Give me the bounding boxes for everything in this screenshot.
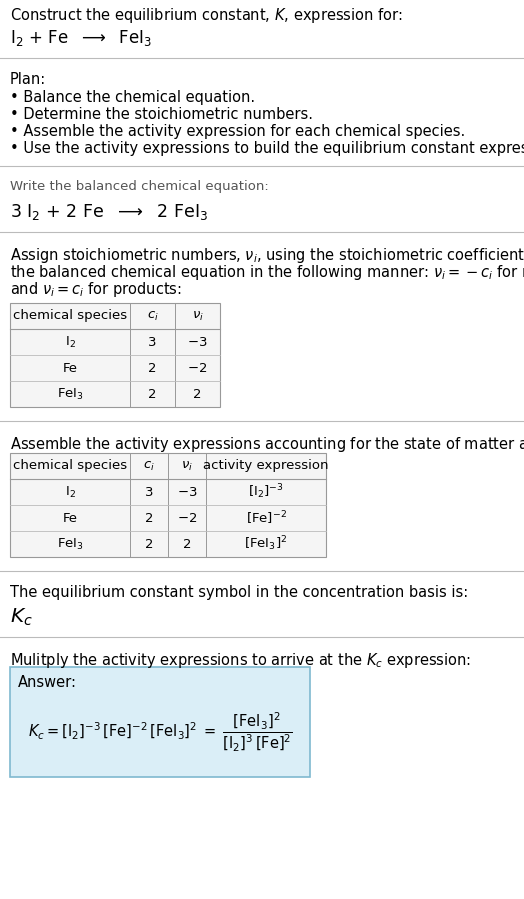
Text: $-2$: $-2$: [177, 512, 197, 524]
Text: $\mathrm{FeI_3}$: $\mathrm{FeI_3}$: [57, 537, 83, 552]
Text: Fe: Fe: [62, 512, 78, 524]
Bar: [10, 453, 326, 557]
Text: Assemble the activity expressions accounting for the state of matter and $\nu_i$: Assemble the activity expressions accoun…: [10, 435, 524, 454]
Text: 2: 2: [183, 538, 191, 550]
Text: Write the balanced chemical equation:: Write the balanced chemical equation:: [10, 180, 269, 193]
Text: Mulitply the activity expressions to arrive at the $K_c$ expression:: Mulitply the activity expressions to arr…: [10, 651, 471, 670]
Text: 2: 2: [145, 512, 153, 524]
Text: Construct the equilibrium constant, $K$, expression for:: Construct the equilibrium constant, $K$,…: [10, 6, 402, 25]
Text: Fe: Fe: [62, 361, 78, 375]
Text: $K_c = [\mathrm{I_2}]^{-3}\,[\mathrm{Fe}]^{-2}\,[\mathrm{FeI_3}]^{2}\;=\;\dfrac{: $K_c = [\mathrm{I_2}]^{-3}\,[\mathrm{Fe}…: [28, 710, 292, 753]
Text: and $\nu_i = c_i$ for products:: and $\nu_i = c_i$ for products:: [10, 280, 182, 299]
Text: $c_i$: $c_i$: [147, 309, 158, 323]
Text: 3 $\mathrm{I_2}$ + 2 Fe  $\longrightarrow$  2 $\mathrm{FeI_3}$: 3 $\mathrm{I_2}$ + 2 Fe $\longrightarrow…: [10, 202, 208, 222]
Text: $\nu_i$: $\nu_i$: [192, 309, 203, 323]
Text: $K_c$: $K_c$: [10, 607, 33, 628]
Text: • Assemble the activity expression for each chemical species.: • Assemble the activity expression for e…: [10, 124, 465, 139]
Text: $\nu_i$: $\nu_i$: [181, 459, 193, 473]
Text: 2: 2: [148, 361, 157, 375]
Text: $c_i$: $c_i$: [143, 459, 155, 473]
Text: $\mathrm{I_2}$ + Fe  $\longrightarrow$  $\mathrm{FeI_3}$: $\mathrm{I_2}$ + Fe $\longrightarrow$ $\…: [10, 28, 152, 48]
Text: • Determine the stoichiometric numbers.: • Determine the stoichiometric numbers.: [10, 107, 313, 122]
Text: $-2$: $-2$: [188, 361, 208, 375]
Text: $\mathrm{I_2}$: $\mathrm{I_2}$: [64, 485, 75, 500]
Text: Answer:: Answer:: [18, 675, 77, 690]
Text: 2: 2: [193, 387, 202, 400]
Text: • Balance the chemical equation.: • Balance the chemical equation.: [10, 90, 255, 105]
Text: $-3$: $-3$: [187, 335, 208, 349]
Text: $[\mathrm{FeI_3}]^{2}$: $[\mathrm{FeI_3}]^{2}$: [244, 535, 288, 554]
Text: • Use the activity expressions to build the equilibrium constant expression.: • Use the activity expressions to build …: [10, 141, 524, 156]
Text: activity expression: activity expression: [203, 459, 329, 473]
Text: 2: 2: [148, 387, 157, 400]
Text: $\mathrm{FeI_3}$: $\mathrm{FeI_3}$: [57, 387, 83, 402]
Bar: [10, 303, 220, 407]
Text: chemical species: chemical species: [13, 309, 127, 323]
Text: 3: 3: [148, 335, 157, 349]
Text: 3: 3: [145, 485, 153, 499]
Text: $-3$: $-3$: [177, 485, 197, 499]
Text: The equilibrium constant symbol in the concentration basis is:: The equilibrium constant symbol in the c…: [10, 585, 468, 600]
Text: Plan:: Plan:: [10, 72, 46, 87]
Text: the balanced chemical equation in the following manner: $\nu_i = -c_i$ for react: the balanced chemical equation in the fo…: [10, 263, 524, 282]
Text: $\mathrm{I_2}$: $\mathrm{I_2}$: [64, 334, 75, 350]
Text: $[\mathrm{I_2}]^{-3}$: $[\mathrm{I_2}]^{-3}$: [248, 483, 284, 502]
FancyBboxPatch shape: [10, 667, 310, 777]
Text: chemical species: chemical species: [13, 459, 127, 473]
Text: Assign stoichiometric numbers, $\nu_i$, using the stoichiometric coefficients, $: Assign stoichiometric numbers, $\nu_i$, …: [10, 246, 524, 265]
Text: 2: 2: [145, 538, 153, 550]
Text: $[\mathrm{Fe}]^{-2}$: $[\mathrm{Fe}]^{-2}$: [246, 509, 287, 527]
